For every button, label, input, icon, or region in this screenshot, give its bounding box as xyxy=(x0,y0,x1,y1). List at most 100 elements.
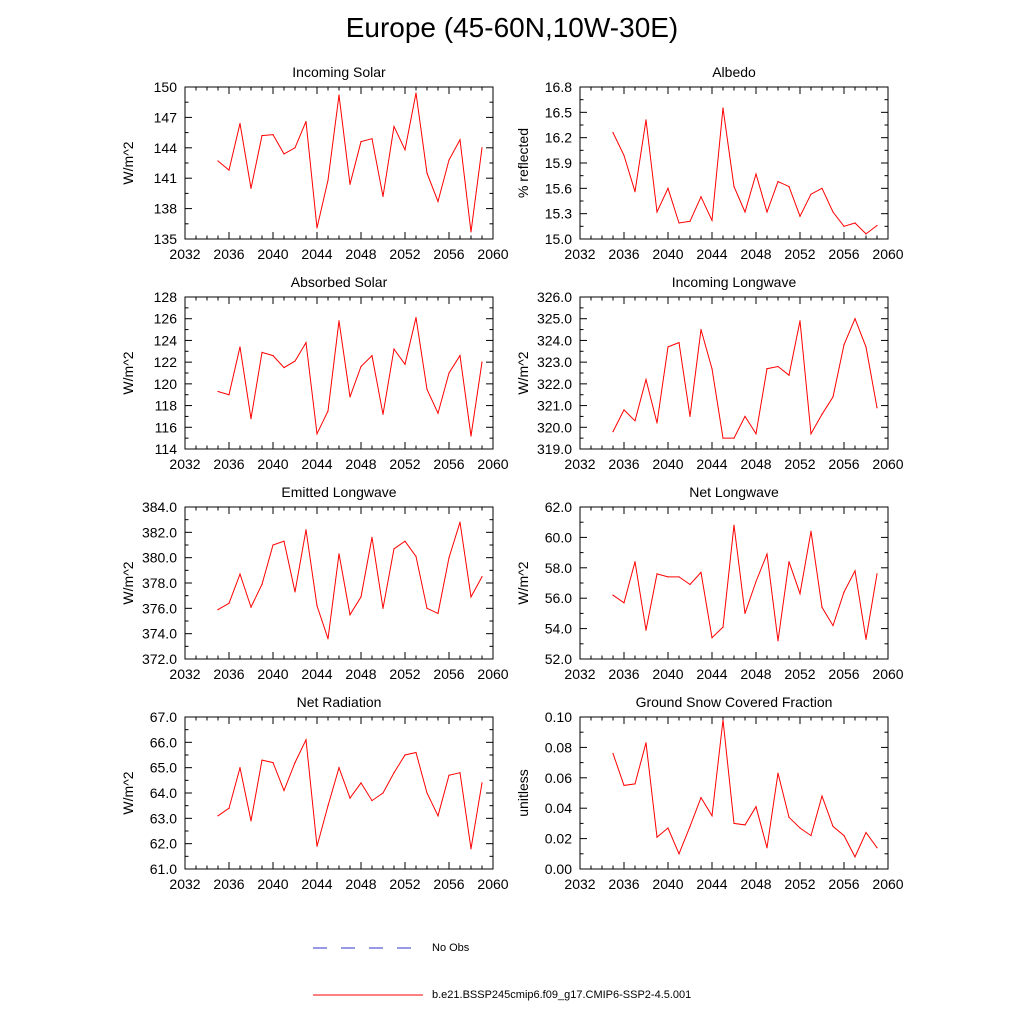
y-tick-label: 62.0 xyxy=(150,836,177,852)
data-point xyxy=(239,573,241,575)
x-tick-label: 2052 xyxy=(389,456,420,472)
data-point xyxy=(711,637,713,639)
y-axis-label: W/m^2 xyxy=(515,561,531,604)
x-tick-label: 2040 xyxy=(257,246,288,262)
x-tick-label: 2056 xyxy=(433,876,464,892)
x-tick-label: 2036 xyxy=(213,876,244,892)
data-point xyxy=(294,147,296,149)
data-point xyxy=(338,94,340,96)
data-point xyxy=(667,346,669,348)
x-tick-label: 2040 xyxy=(257,666,288,682)
y-tick-label: 0.04 xyxy=(545,800,572,816)
x-tick-label: 2044 xyxy=(301,246,332,262)
x-tick-label: 2060 xyxy=(872,246,903,262)
data-point xyxy=(766,847,768,849)
data-point xyxy=(404,754,406,756)
data-point xyxy=(810,193,812,195)
y-tick-label: 322.0 xyxy=(537,376,572,392)
data-point xyxy=(854,222,856,224)
x-tick-label: 2040 xyxy=(652,246,683,262)
data-point xyxy=(755,173,757,175)
data-point xyxy=(250,606,252,608)
page-title: Europe (45-60N,10W-30E) xyxy=(345,12,679,43)
y-tick-label: 15.3 xyxy=(545,206,572,222)
data-point xyxy=(667,576,669,578)
x-tick-label: 2040 xyxy=(652,876,683,892)
data-point xyxy=(283,540,285,542)
data-point xyxy=(634,561,636,563)
data-point xyxy=(338,767,340,769)
data-point xyxy=(470,231,472,233)
y-tick-label: 374.0 xyxy=(142,626,177,642)
data-point xyxy=(821,187,823,189)
data-point xyxy=(349,396,351,398)
data-point xyxy=(448,557,450,559)
data-point xyxy=(788,374,790,376)
data-point xyxy=(667,827,669,829)
y-tick-label: 58.0 xyxy=(545,560,572,576)
data-point xyxy=(755,806,757,808)
data-point xyxy=(689,415,691,418)
x-tick-label: 2052 xyxy=(389,876,420,892)
chart-panel: Net Longwave W/m^2 2032 2036 2040 2044 2048 205… xyxy=(515,484,904,682)
y-tick-label: 325.0 xyxy=(537,311,572,327)
chart-panel: Incoming Longwave W/m^2 2032 2036 2040 2044 20… xyxy=(515,274,904,472)
data-point xyxy=(239,346,241,348)
x-tick-label: 2048 xyxy=(345,876,376,892)
data-point xyxy=(843,225,845,227)
x-tick-label: 2036 xyxy=(213,456,244,472)
data-point xyxy=(305,342,307,344)
x-tick-label: 2032 xyxy=(564,246,595,262)
data-point xyxy=(656,422,658,424)
chart-panel: Net Radiation W/m^2 2032 2036 2040 2044 2048 20… xyxy=(120,694,509,892)
data-point xyxy=(722,626,724,628)
data-point xyxy=(788,816,790,818)
data-point xyxy=(678,576,680,578)
x-tick-label: 2032 xyxy=(169,876,200,892)
data-point xyxy=(261,583,263,585)
y-tick-label: 319.0 xyxy=(537,441,572,457)
data-point xyxy=(678,222,680,224)
x-tick-label: 2032 xyxy=(564,666,595,682)
data-point xyxy=(360,365,362,368)
data-point xyxy=(689,825,691,828)
y-tick-label: 128 xyxy=(154,289,178,305)
data-point xyxy=(261,351,263,353)
y-tick-label: 147 xyxy=(154,109,178,125)
data-point xyxy=(810,530,812,532)
y-tick-label: 0.00 xyxy=(545,861,572,877)
data-point xyxy=(843,834,845,837)
data-point xyxy=(700,196,702,198)
y-tick-label: 150 xyxy=(154,79,178,95)
data-point xyxy=(316,845,318,847)
data-point xyxy=(876,573,878,575)
data-point xyxy=(338,320,340,322)
chart-panel: Incoming Solar W/m^2 2032 2036 2040 2044 2048 2… xyxy=(120,64,509,262)
data-point xyxy=(700,571,702,573)
y-tick-label: 54.0 xyxy=(545,621,572,637)
x-tick-label: 2032 xyxy=(564,456,595,472)
data-point xyxy=(733,186,735,188)
x-tick-label: 2032 xyxy=(169,246,200,262)
x-tick-label: 2044 xyxy=(301,666,332,682)
data-point xyxy=(821,606,823,608)
x-tick-label: 2060 xyxy=(477,666,508,682)
data-point xyxy=(228,602,230,604)
x-tick-label: 2040 xyxy=(257,876,288,892)
data-point xyxy=(294,360,296,362)
x-tick-label: 2052 xyxy=(784,456,815,472)
data-point xyxy=(327,638,329,640)
y-tick-label: 60.0 xyxy=(545,529,572,545)
data-point xyxy=(459,772,461,774)
legend-model-label: b.e21.BSSP245cmip6.f09_g17.CMIP6-SSP2-4.… xyxy=(432,989,692,1001)
y-tick-label: 138 xyxy=(154,201,178,217)
chart-panel: Absorbed Solar W/m^2 2032 2036 2040 2044 2048 2… xyxy=(120,274,509,472)
series-line xyxy=(217,93,483,232)
chart-title: Incoming Longwave xyxy=(672,274,797,290)
data-point xyxy=(349,183,351,185)
x-tick-label: 2032 xyxy=(169,666,200,682)
y-tick-label: 144 xyxy=(154,140,178,156)
data-point xyxy=(437,612,439,615)
y-tick-label: 376.0 xyxy=(142,600,177,616)
data-point xyxy=(634,420,636,422)
